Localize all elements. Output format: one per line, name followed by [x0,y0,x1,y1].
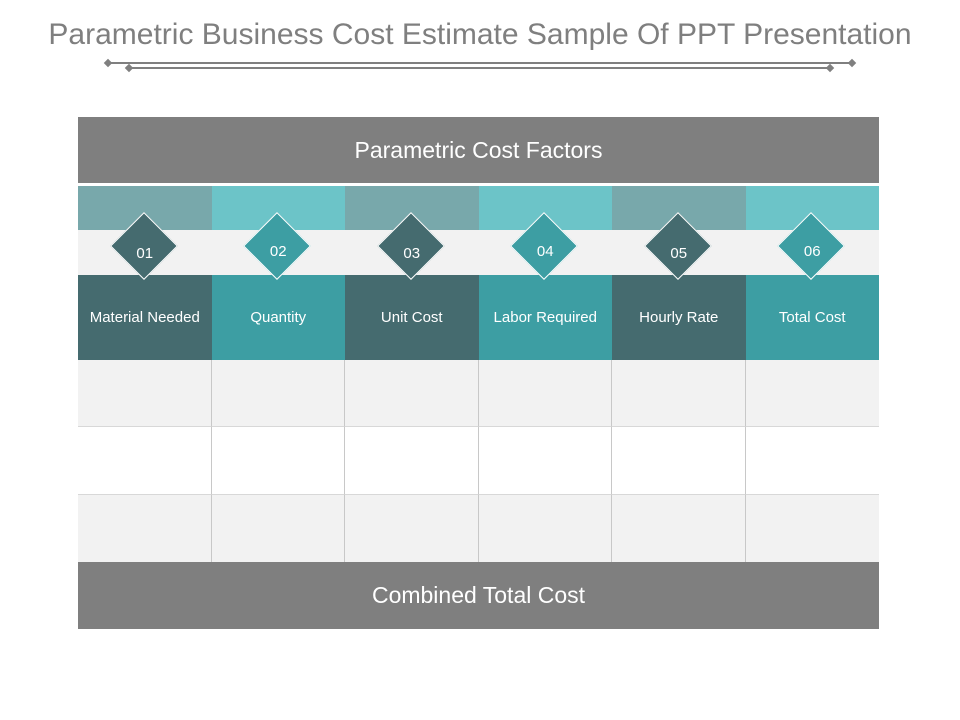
factor-label: Unit Cost [345,275,479,360]
table-cell [78,427,212,495]
diamond-bullet-icon [847,58,857,68]
table-cell [612,427,746,495]
table-cell [612,494,746,562]
factor-number: 05 [670,245,688,262]
factor-number: 02 [269,243,287,260]
table-cell [211,360,345,428]
divider-line [129,67,830,69]
table-cell [745,494,879,562]
table-footer: Combined Total Cost [78,562,879,629]
factor-label: Total Cost [745,275,879,360]
divider-line [108,62,852,64]
table-header: Parametric Cost Factors [78,117,879,183]
factor-label: Labor Required [478,275,612,360]
factor-label: Material Needed [78,275,212,360]
table-cell [612,360,746,428]
table-cell [345,427,479,495]
factor-number: 03 [403,245,421,262]
table-cell [478,360,612,428]
table-cell [345,494,479,562]
factor-label: Hourly Rate [612,275,746,360]
table-cell [78,494,212,562]
diamond-bullet-icon [124,63,134,73]
table-cell [211,427,345,495]
table-cell [211,494,345,562]
table-cell [78,360,212,428]
table-cell [478,494,612,562]
table-cell [345,360,479,428]
factor-number: 04 [536,243,554,260]
page-title: Parametric Business Cost Estimate Sample… [48,18,912,51]
table-cell [745,360,879,428]
table-cell [478,427,612,495]
factor-number: 06 [803,243,821,260]
factor-label: Quantity [211,275,345,360]
table-cell [745,427,879,495]
diamond-bullet-icon [103,58,113,68]
diamond-bullet-icon [825,63,835,73]
factor-number: 01 [136,245,154,262]
